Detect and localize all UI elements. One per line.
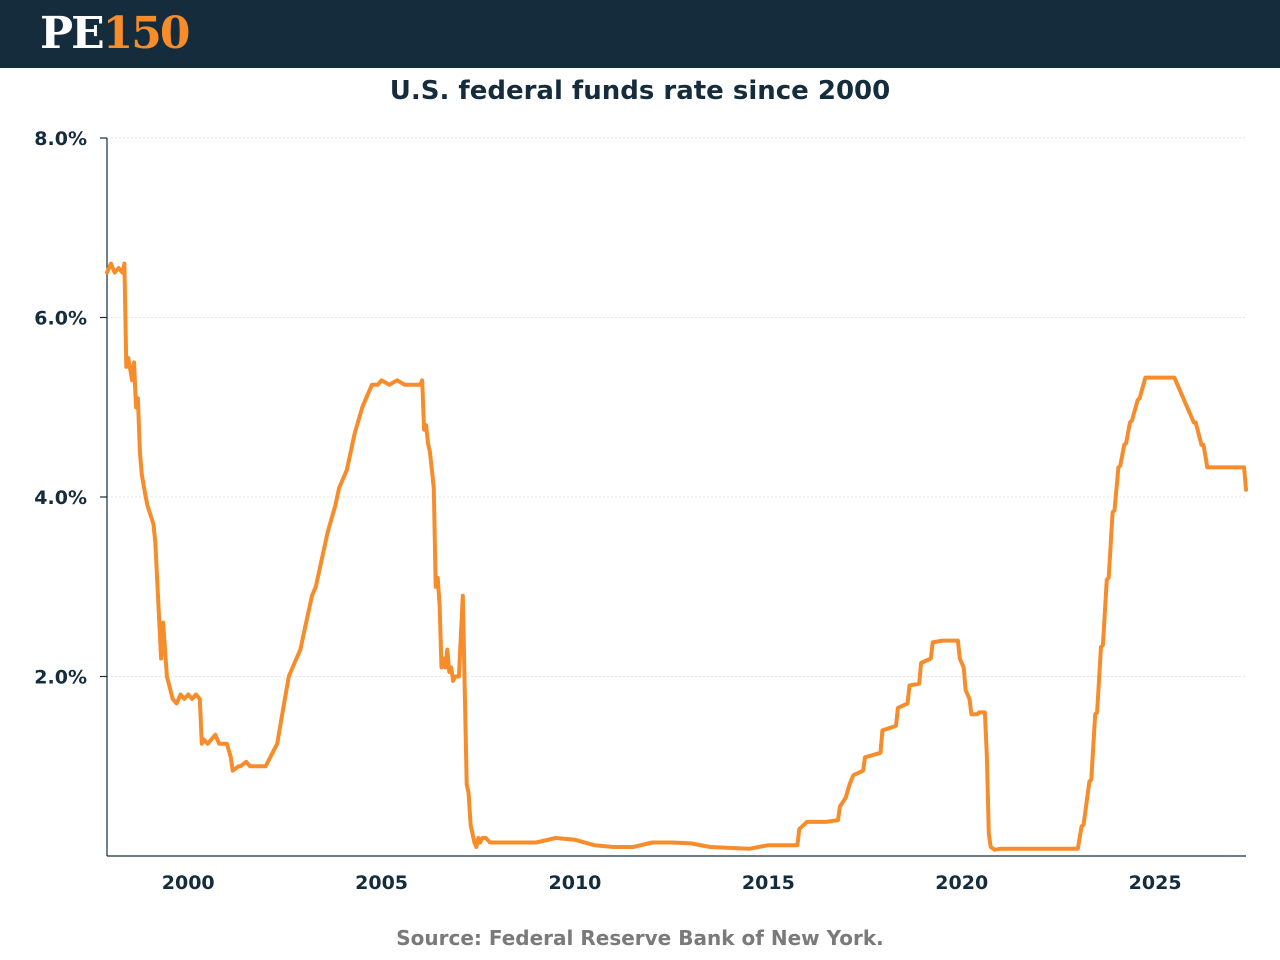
chart-title: U.S. federal funds rate since 2000: [389, 76, 891, 106]
y-tick-label: 4.0%: [34, 487, 87, 509]
y-tick-label: 2.0%: [34, 667, 87, 689]
x-tick-label: 2020: [935, 872, 988, 894]
y-tick-label: 8.0%: [34, 128, 87, 150]
pe150-logo[interactable]: PE150: [40, 6, 191, 62]
series-line-fed-funds-rate: [105, 261, 1248, 852]
y-tick-label: 6.0%: [34, 308, 87, 330]
source-note: Source: Federal Reserve Bank of New York…: [396, 926, 884, 950]
header-bar: PE150: [0, 0, 1280, 68]
x-tick-label: 2025: [1129, 872, 1182, 894]
x-tick-label: 2000: [162, 872, 215, 894]
series-lines: [105, 261, 1248, 852]
gridlines: [107, 137, 1246, 677]
logo-number-text: 150: [102, 8, 191, 59]
axes: [100, 137, 1246, 857]
x-tick-label: 2010: [549, 872, 602, 894]
tick-labels: 2.0% 4.0% 6.0% 8.0% 2000 2005 2010 2015 2020 2025: [34, 128, 1181, 894]
logo-pe-text: PE: [40, 8, 105, 59]
x-tick-label: 2005: [355, 872, 408, 894]
x-tick-label: 2015: [742, 872, 795, 894]
